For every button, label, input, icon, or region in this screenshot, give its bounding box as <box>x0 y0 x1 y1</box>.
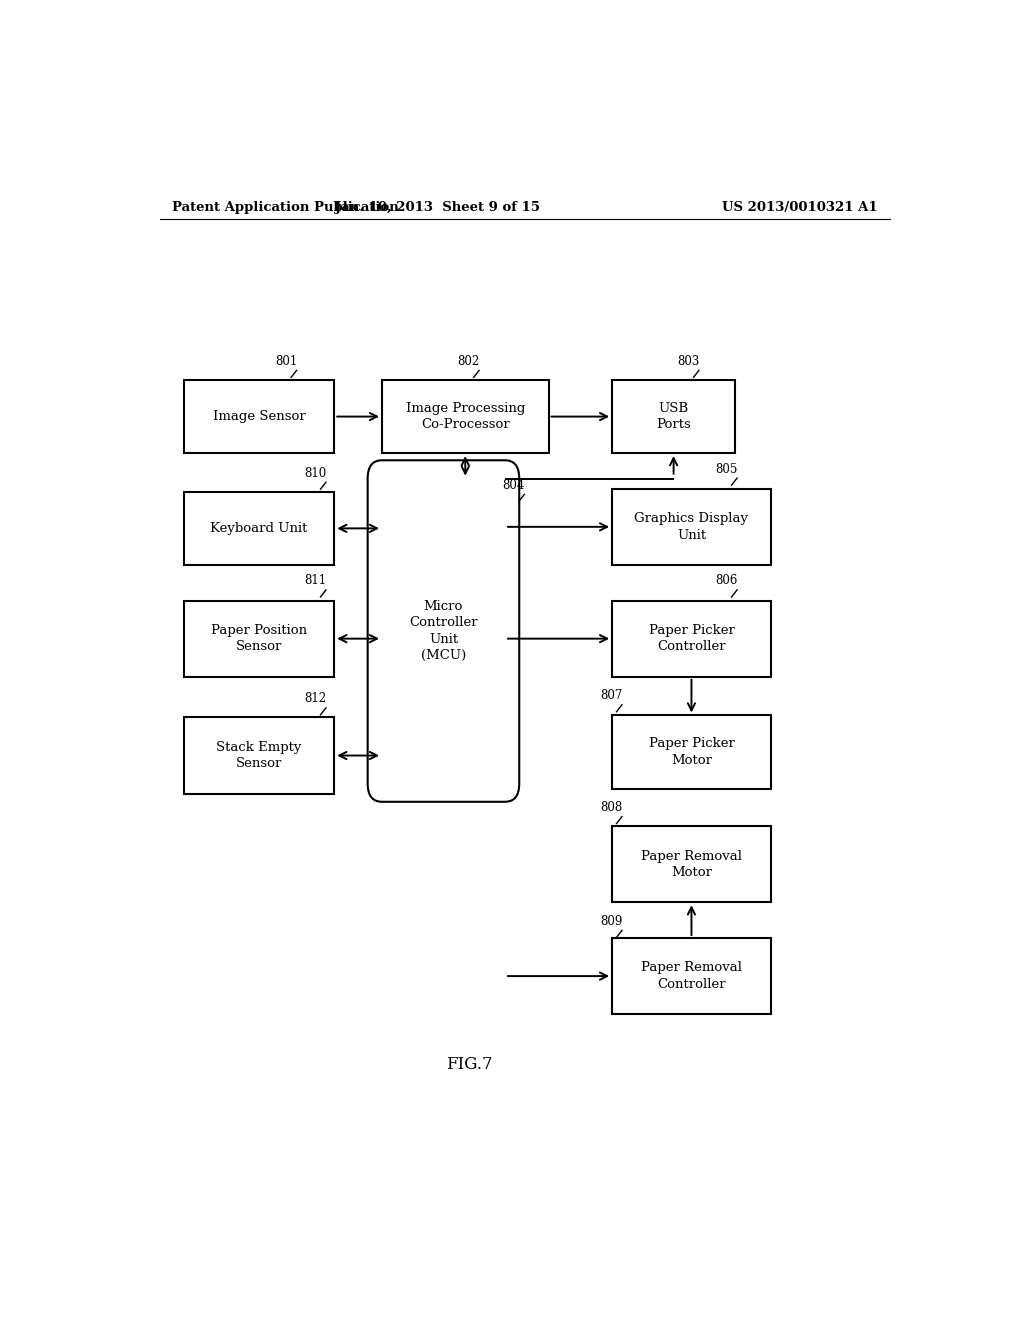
Text: 804: 804 <box>503 479 525 492</box>
Text: Jan. 10, 2013  Sheet 9 of 15: Jan. 10, 2013 Sheet 9 of 15 <box>335 201 540 214</box>
Text: US 2013/0010321 A1: US 2013/0010321 A1 <box>722 201 878 214</box>
Text: Paper Picker
Controller: Paper Picker Controller <box>648 624 734 653</box>
Bar <box>612 939 771 1014</box>
Bar <box>183 492 334 565</box>
Text: 810: 810 <box>304 466 327 479</box>
Text: Patent Application Publication: Patent Application Publication <box>172 201 398 214</box>
Bar <box>183 380 334 453</box>
Text: Micro
Controller
Unit
(MCU): Micro Controller Unit (MCU) <box>410 599 478 663</box>
Text: Graphics Display
Unit: Graphics Display Unit <box>635 512 749 541</box>
Bar <box>612 488 771 565</box>
Text: Paper Picker
Motor: Paper Picker Motor <box>648 738 734 767</box>
Text: Keyboard Unit: Keyboard Unit <box>210 521 307 535</box>
Text: 805: 805 <box>715 462 737 475</box>
Text: 812: 812 <box>304 692 327 705</box>
Text: FIG.7: FIG.7 <box>445 1056 493 1073</box>
Text: Paper Removal
Controller: Paper Removal Controller <box>641 961 742 991</box>
Text: Image Sensor: Image Sensor <box>213 411 305 424</box>
Text: Stack Empty
Sensor: Stack Empty Sensor <box>216 741 302 771</box>
Text: 811: 811 <box>304 574 327 587</box>
FancyBboxPatch shape <box>368 461 519 801</box>
Bar <box>612 380 735 453</box>
Bar <box>382 380 549 453</box>
Text: Paper Position
Sensor: Paper Position Sensor <box>211 624 307 653</box>
Text: 802: 802 <box>458 355 479 368</box>
Text: USB
Ports: USB Ports <box>656 401 691 432</box>
Text: 806: 806 <box>715 574 737 587</box>
Bar <box>612 601 771 677</box>
Text: Paper Removal
Motor: Paper Removal Motor <box>641 850 742 879</box>
Text: 808: 808 <box>600 801 623 814</box>
Bar <box>612 715 771 788</box>
Text: 807: 807 <box>600 689 623 702</box>
Bar <box>183 718 334 793</box>
Text: 801: 801 <box>274 355 297 368</box>
Bar <box>183 601 334 677</box>
Text: Image Processing
Co-Processor: Image Processing Co-Processor <box>406 401 525 432</box>
Text: 809: 809 <box>600 915 623 928</box>
Text: 803: 803 <box>677 355 699 368</box>
Bar <box>612 826 771 903</box>
